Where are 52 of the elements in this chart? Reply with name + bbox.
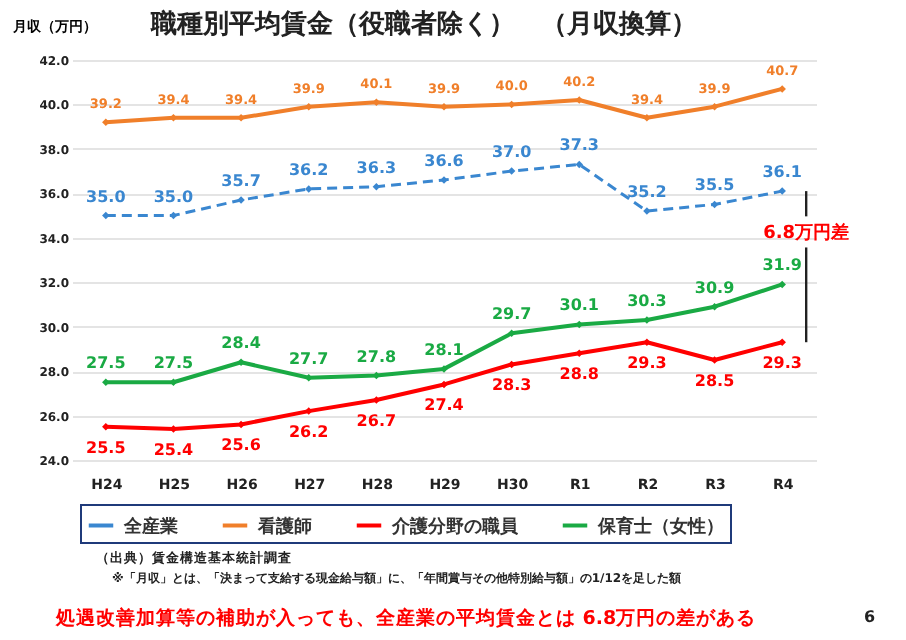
point xyxy=(643,114,651,122)
legend-label: 看護師 xyxy=(256,515,312,538)
data-label: 36.6 xyxy=(424,152,465,170)
data-label: 30.1 xyxy=(559,296,600,315)
data-label: 29.7 xyxy=(491,305,532,324)
data-label: 31.9 xyxy=(762,256,803,275)
point xyxy=(372,182,381,191)
legend-label: 介護分野の職員 xyxy=(390,515,520,538)
data-label: 35.0 xyxy=(86,187,127,206)
legend-label: 全産業 xyxy=(122,515,178,538)
annotation: 6.8万円差 xyxy=(763,221,850,244)
data-label: 27.4 xyxy=(424,396,465,415)
data-label: 27.5 xyxy=(86,354,127,373)
data-label: 28.3 xyxy=(491,376,532,395)
data-label: 36.1 xyxy=(762,163,803,182)
data-label: 28.1 xyxy=(424,340,465,359)
data-label: 30.9 xyxy=(694,278,736,297)
point xyxy=(575,160,584,169)
text: 6 xyxy=(864,608,876,626)
data-label: 25.6 xyxy=(221,436,262,455)
point xyxy=(778,187,786,195)
data-label: 25.5 xyxy=(86,438,127,457)
data-label: 25.4 xyxy=(153,440,195,459)
data-label: 35.5 xyxy=(694,176,736,195)
data-label: 27.8 xyxy=(356,347,397,366)
data-label: 26.2 xyxy=(288,423,329,442)
data-label: 37.0 xyxy=(491,143,533,162)
point xyxy=(643,338,651,346)
point xyxy=(778,280,786,289)
data-label: 29.3 xyxy=(627,354,667,373)
data-label: 35.0 xyxy=(153,187,195,206)
data-label: 35.2 xyxy=(627,183,667,202)
data-label: 28.5 xyxy=(694,372,736,390)
text: 処遇改善加算等の補助が入っても、全産業の平均賃金とは 6.8万円の差がある xyxy=(54,606,757,630)
data-label: 28.8 xyxy=(559,365,600,384)
data-label: 30.3 xyxy=(627,292,667,310)
point xyxy=(778,85,786,93)
data-label: 35.7 xyxy=(221,172,261,190)
chart-title: 職種別平均賃金（役職者除く） （月収換算） xyxy=(149,8,697,40)
data-label: 27.5 xyxy=(153,354,195,373)
data-label: 27.7 xyxy=(288,349,329,368)
data-label: 29.3 xyxy=(762,354,802,373)
data-label: 28.4 xyxy=(221,334,262,353)
data-label: 37.3 xyxy=(559,136,600,155)
point xyxy=(778,338,786,346)
legend-label: 保育士（女性） xyxy=(596,513,724,538)
point xyxy=(304,185,313,193)
data-label: 36.3 xyxy=(356,158,397,177)
point xyxy=(440,380,448,389)
point xyxy=(237,358,245,366)
data-label: 26.7 xyxy=(356,412,397,430)
data-label: 36.2 xyxy=(288,160,329,179)
